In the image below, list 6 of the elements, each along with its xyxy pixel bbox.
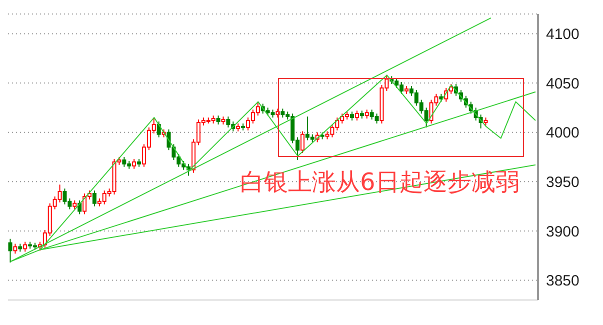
y-tick-label: 4000 [546, 124, 580, 142]
y-tick-label: 3850 [546, 272, 580, 290]
y-tick-label: 4100 [546, 26, 580, 44]
y-tick-label: 3950 [546, 174, 580, 191]
y-tick-label: 4050 [546, 75, 580, 92]
y-tick-label: 3900 [546, 223, 580, 240]
